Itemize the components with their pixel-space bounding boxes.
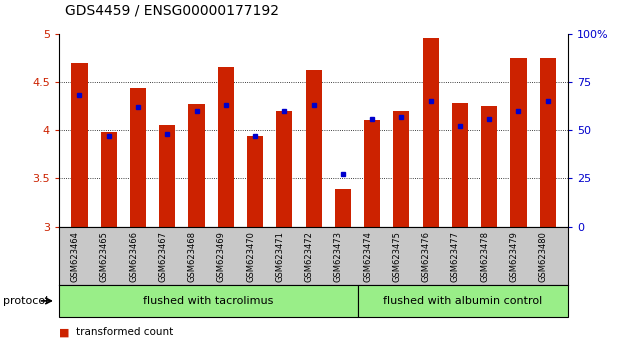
Text: GSM623477: GSM623477	[451, 231, 460, 282]
Bar	[306, 70, 322, 227]
Text: GSM623473: GSM623473	[334, 231, 343, 282]
Bar	[540, 58, 556, 227]
Text: GSM623474: GSM623474	[363, 231, 372, 282]
Bar	[358, 285, 568, 317]
Text: GSM623475: GSM623475	[392, 231, 401, 282]
Text: GSM623478: GSM623478	[480, 231, 489, 282]
Bar	[510, 58, 527, 227]
Text: GSM623470: GSM623470	[246, 231, 255, 282]
Bar	[481, 106, 497, 227]
Text: flushed with albumin control: flushed with albumin control	[383, 296, 543, 306]
Bar	[218, 67, 234, 227]
Text: GSM623465: GSM623465	[100, 231, 109, 282]
Text: ■: ■	[59, 327, 70, 337]
Text: flushed with tacrolimus: flushed with tacrolimus	[143, 296, 273, 306]
Bar	[247, 136, 263, 227]
Bar	[452, 103, 468, 227]
Bar	[71, 63, 88, 227]
Text: transformed count: transformed count	[76, 327, 174, 337]
Text: GSM623472: GSM623472	[305, 231, 314, 282]
Text: GSM623469: GSM623469	[217, 231, 226, 282]
Text: GSM623476: GSM623476	[422, 231, 431, 282]
Bar	[423, 39, 438, 227]
Text: GSM623464: GSM623464	[70, 231, 79, 282]
Text: GSM623479: GSM623479	[509, 231, 519, 282]
Text: GSM623468: GSM623468	[188, 231, 196, 282]
Text: protocol: protocol	[3, 296, 48, 306]
Bar	[159, 125, 175, 227]
Bar	[189, 104, 204, 227]
Text: GSM623480: GSM623480	[539, 231, 548, 282]
Text: GDS4459 / ENSG00000177192: GDS4459 / ENSG00000177192	[65, 4, 279, 18]
Bar	[276, 111, 292, 227]
Bar	[364, 120, 380, 227]
Text: GSM623467: GSM623467	[158, 231, 167, 282]
Text: GSM623471: GSM623471	[275, 231, 284, 282]
Bar	[101, 132, 117, 227]
Bar	[393, 111, 409, 227]
Bar	[335, 189, 351, 227]
Bar	[59, 285, 358, 317]
Text: GSM623466: GSM623466	[129, 231, 138, 282]
Bar	[130, 88, 146, 227]
